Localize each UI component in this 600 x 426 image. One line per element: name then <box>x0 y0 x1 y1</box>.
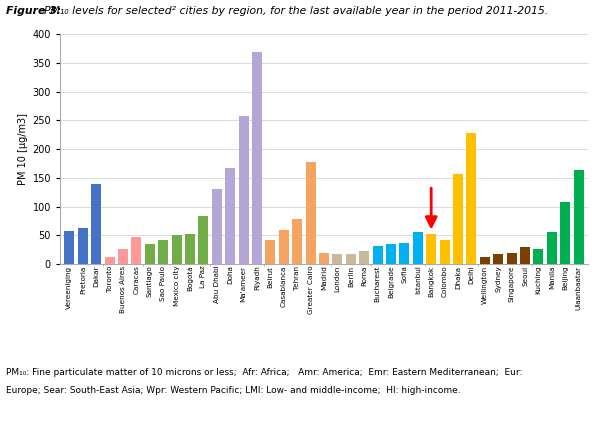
Bar <box>64 231 74 264</box>
Bar <box>131 237 142 264</box>
Bar <box>199 216 208 264</box>
Bar <box>225 167 235 264</box>
Bar <box>265 240 275 264</box>
Bar <box>466 133 476 264</box>
Bar <box>78 228 88 264</box>
Bar <box>212 189 222 264</box>
Bar <box>158 240 168 264</box>
Bar <box>440 240 449 264</box>
Bar <box>480 256 490 264</box>
Y-axis label: PM 10 [µg/m3]: PM 10 [µg/m3] <box>18 113 28 185</box>
Text: Europe; Sear: South-East Asia; Wpr: Western Pacific; LMI: Low- and middle-income: Europe; Sear: South-East Asia; Wpr: West… <box>6 386 461 394</box>
Bar <box>426 234 436 264</box>
Bar <box>346 254 356 264</box>
Bar <box>252 52 262 264</box>
Bar <box>520 247 530 264</box>
Bar <box>493 254 503 264</box>
Bar <box>560 202 570 264</box>
Bar <box>319 253 329 264</box>
Bar <box>91 184 101 264</box>
Text: Figure 3:: Figure 3: <box>6 6 65 16</box>
Bar <box>547 233 557 264</box>
Bar <box>386 244 396 264</box>
Bar <box>185 234 195 264</box>
Bar <box>305 162 316 264</box>
Bar <box>118 249 128 264</box>
Bar <box>574 170 584 264</box>
Bar <box>413 233 423 264</box>
Bar <box>104 256 115 264</box>
Bar <box>453 174 463 264</box>
Text: PM₁₀: Fine particulate matter of 10 microns or less;  Afr: Africa;   Amr: Americ: PM₁₀: Fine particulate matter of 10 micr… <box>6 368 523 377</box>
Bar <box>359 251 369 264</box>
Bar <box>332 254 343 264</box>
Text: PM₁₀ levels for selected² cities by region, for the last available year in the p: PM₁₀ levels for selected² cities by regi… <box>44 6 548 16</box>
Bar <box>145 244 155 264</box>
Bar <box>279 230 289 264</box>
Bar <box>400 243 409 264</box>
Bar <box>533 249 544 264</box>
Bar <box>506 253 517 264</box>
Bar <box>373 246 383 264</box>
Bar <box>292 219 302 264</box>
Bar <box>239 116 248 264</box>
Bar <box>172 235 182 264</box>
